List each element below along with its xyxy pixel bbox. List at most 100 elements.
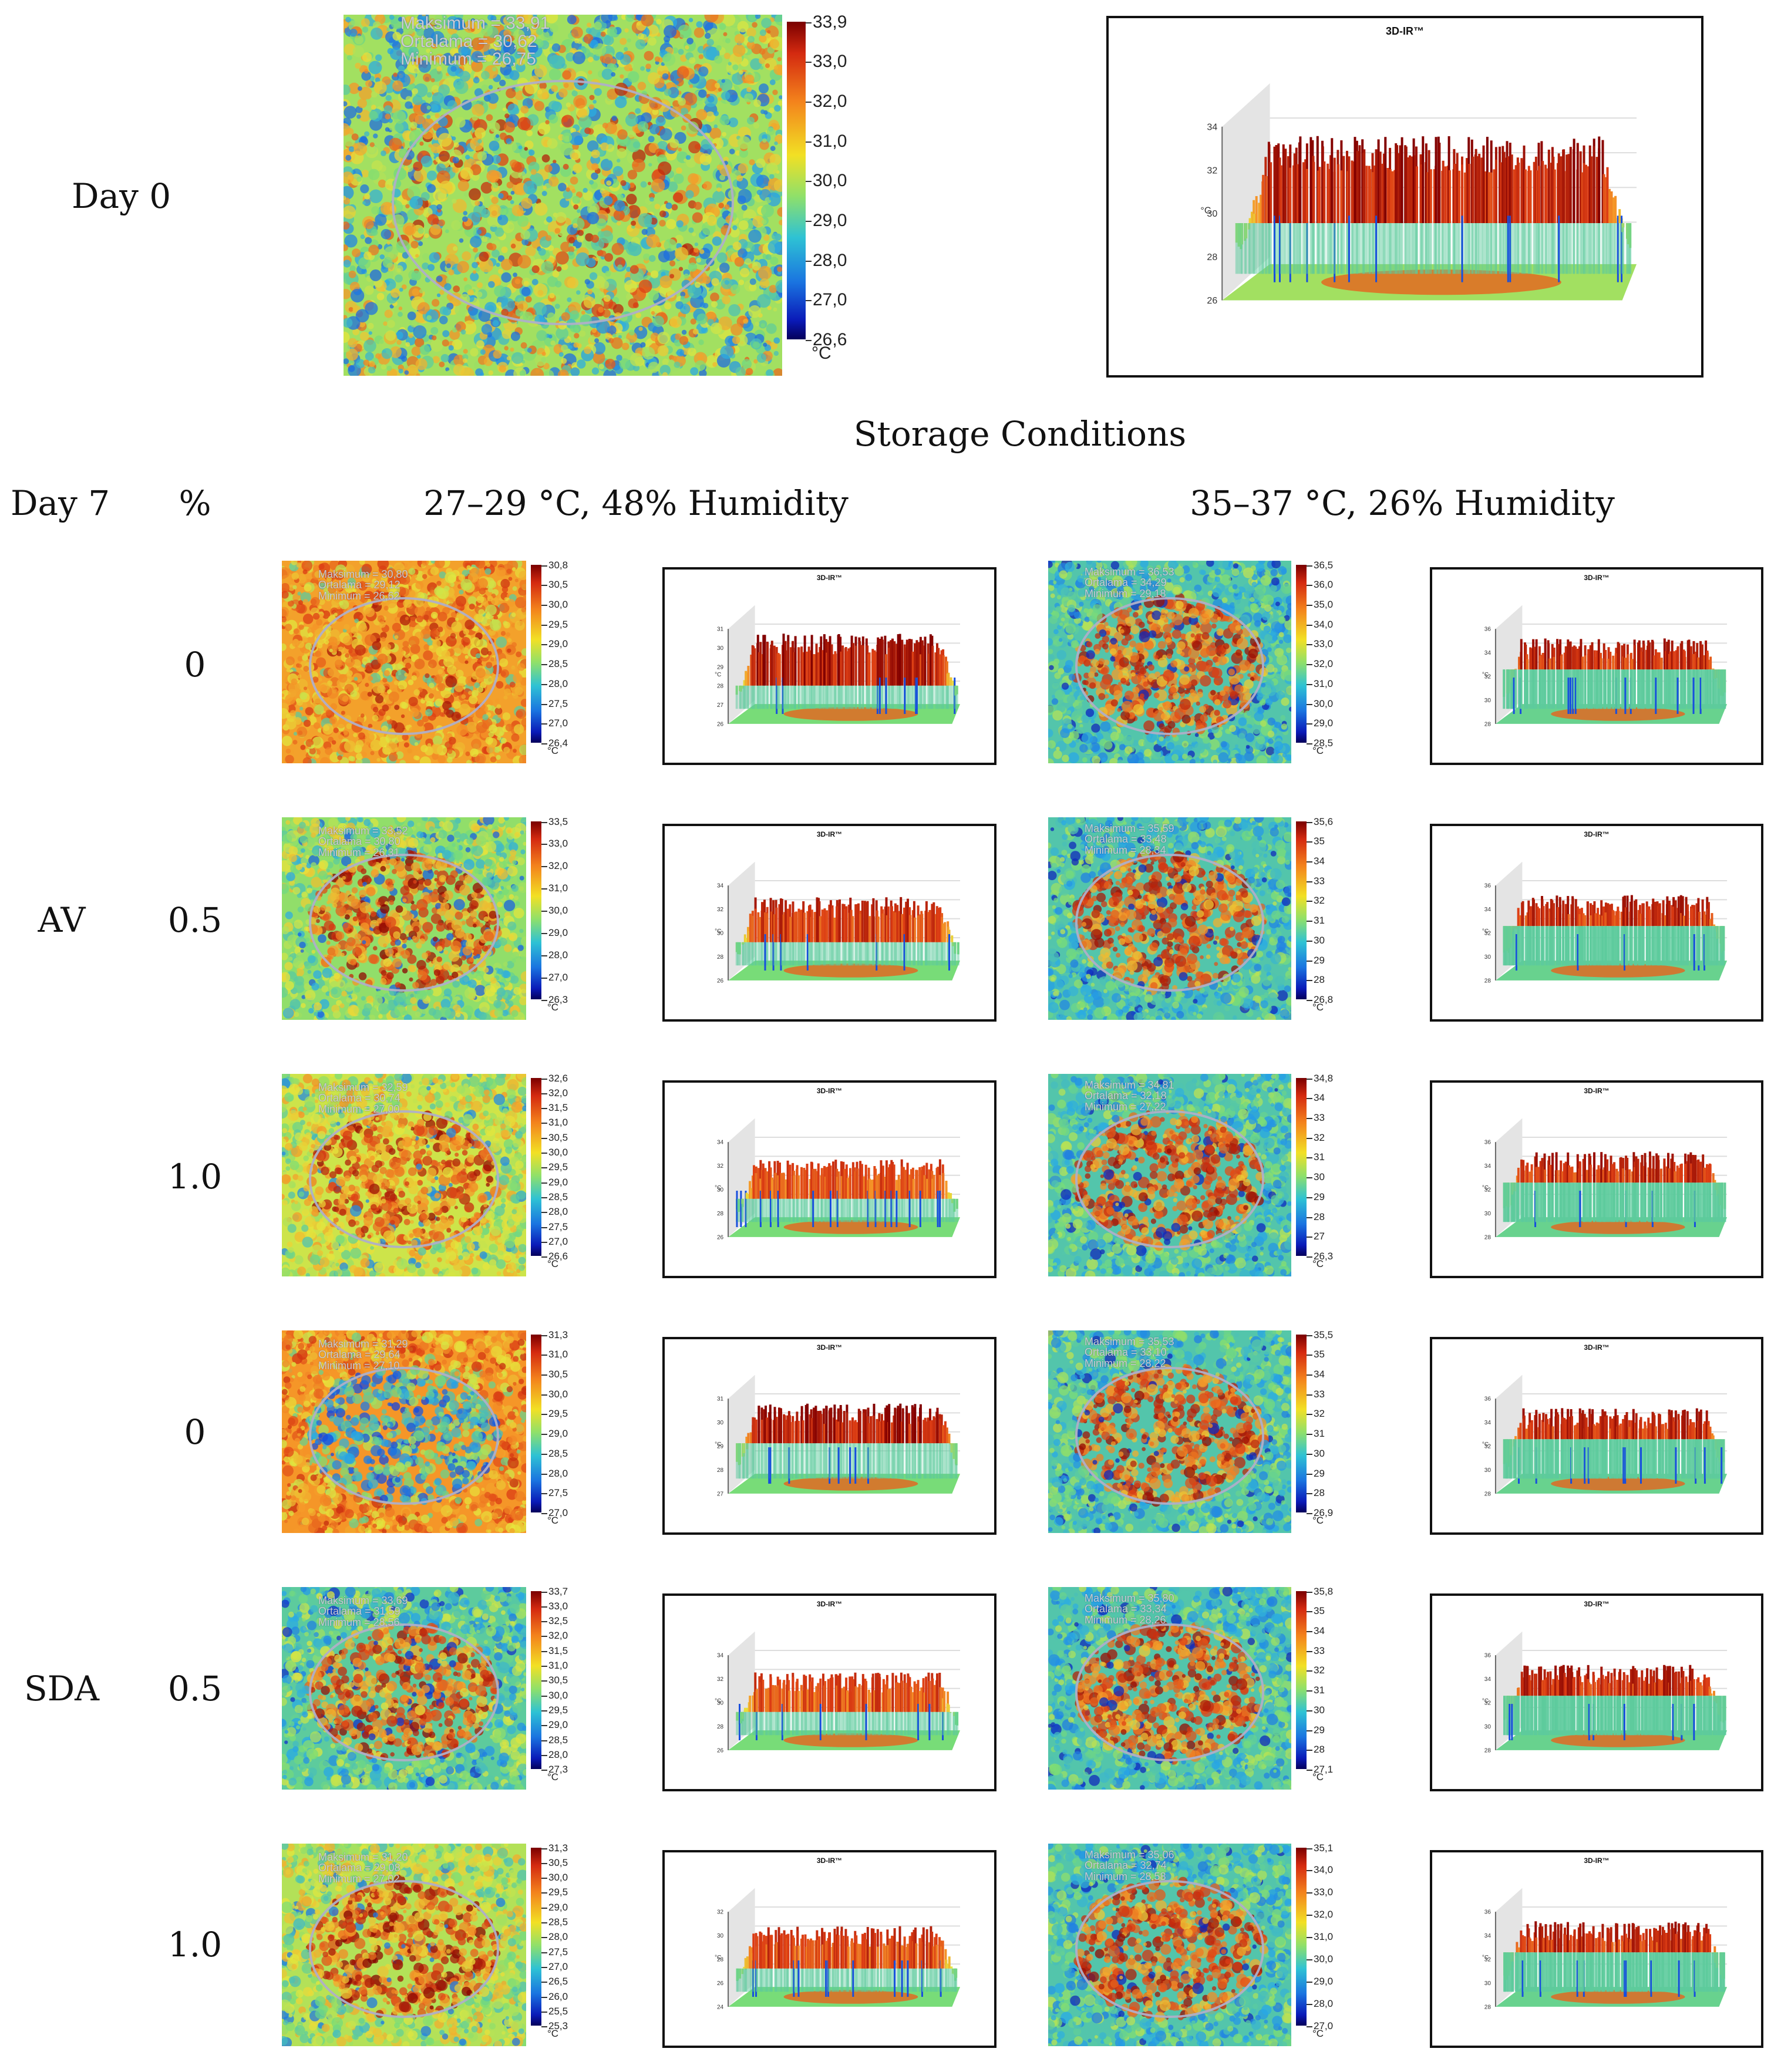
- scale-tick: 26,6: [541, 1251, 568, 1262]
- scale-tick: 29: [1307, 955, 1325, 966]
- stat-min: Minimum = 28,26: [1085, 1614, 1174, 1625]
- z-axis-tick: 34: [717, 1653, 724, 1659]
- stat-max: Maksimum = 33,69: [318, 1595, 408, 1606]
- scale-tick: 26,8: [1306, 994, 1333, 1006]
- z-axis-tick: 32: [717, 907, 724, 913]
- z-axis-tick: 34: [1484, 1163, 1492, 1170]
- scale-tick: 30: [1307, 1704, 1325, 1716]
- color-scale-ticks: 30,8 30,5 30,0 29,5 29,0 28,5 28,0 27,5 27,0 26,4: [541, 561, 584, 749]
- z-axis-tick: 32: [1484, 1187, 1492, 1193]
- scale-tick: 30,5: [541, 1675, 568, 1686]
- z-axis-tick: 30: [1484, 1980, 1492, 1987]
- row-percent-label: 0: [184, 1415, 206, 1449]
- thermal-image-cond1-row-4: Maksimum = 31,29 Ortalama = 29,64 Minimum …: [282, 1330, 584, 1533]
- stat-avg: Ortalama = 32,18: [1085, 1090, 1174, 1101]
- scale-tick: 35,1: [1306, 1844, 1333, 1854]
- scale-tick: 32: [1307, 895, 1325, 907]
- z-axis-tick: 30: [1484, 954, 1492, 961]
- day0-thermal-image: Maksimum = 33,91 Ortalama = 30,62 Minimum …: [344, 15, 872, 376]
- measurement-stats: Maksimum = 32,59 Ortalama = 30,74 Minimum …: [318, 1082, 408, 1114]
- z-axis-tick: 28: [717, 1724, 724, 1730]
- z-axis-tick: 30: [717, 930, 724, 936]
- roi-ellipse: [308, 1110, 500, 1248]
- scale-unit: °C: [1312, 1771, 1324, 1783]
- roi-ellipse: [308, 854, 500, 992]
- scale-tick: 33,0: [541, 1601, 568, 1612]
- plot-title: 3D-IR™: [665, 1600, 994, 1608]
- stat-min: Minimum = 28,56: [318, 1616, 408, 1628]
- z-axis-tick: 30: [1484, 698, 1492, 704]
- z-axis-tick: 27: [717, 702, 724, 709]
- z-axis-tick: 28: [717, 1467, 724, 1474]
- scale-tick: 30,8: [541, 561, 568, 571]
- z-axis-unit: °C: [715, 1955, 721, 1961]
- scale-unit: °C: [1312, 2028, 1324, 2040]
- scale-tick: 30: [1307, 935, 1325, 946]
- condition-1-header: 27–29 °C, 48% Humidity: [423, 486, 849, 520]
- scale-tick: 27,5: [541, 1487, 568, 1499]
- roi-ellipse: [308, 1880, 500, 2018]
- scale-tick: 26,5: [541, 1976, 568, 1987]
- stat-max: Maksimum = 31,20: [318, 1852, 408, 1863]
- scale-unit: °C: [1312, 1515, 1324, 1527]
- scale-tick: 33,7: [541, 1587, 568, 1598]
- scale-unit: °C: [547, 1515, 558, 1527]
- scale-tick: 28,0: [541, 1206, 568, 1218]
- plot-title: 3D-IR™: [665, 574, 994, 582]
- z-axis-tick: 32: [717, 1163, 724, 1170]
- scale-tick: 29: [1307, 1724, 1325, 1736]
- measurement-stats: Maksimum = 35,06 Ortalama = 32,74 Minimum …: [1085, 1849, 1174, 1882]
- scale-tick: 29,0: [805, 211, 847, 231]
- stat-max: Maksimum = 34,81: [1085, 1080, 1174, 1091]
- scale-tick: 31,3: [541, 1844, 568, 1854]
- plot-title: 3D-IR™: [1432, 830, 1761, 838]
- scale-tick: 30,0: [1306, 1953, 1333, 1965]
- scale-tick: 28,0: [541, 1749, 568, 1761]
- z-axis-tick: 34: [717, 883, 724, 890]
- thermal-image-cond1-row-2: Maksimum = 33,52 Ortalama = 30,80 Minimum …: [282, 817, 584, 1020]
- z-axis-tick: 32: [1207, 166, 1217, 176]
- surface-plot: 34 32 30 28 26 °C: [715, 1118, 960, 1241]
- stat-avg: Ortalama = 31,59: [318, 1606, 408, 1617]
- stat-min: Minimum = 28,22: [1085, 1357, 1174, 1369]
- z-axis-tick: 26: [717, 721, 724, 727]
- scale-tick: 30,0: [1306, 698, 1333, 710]
- 3d-plot-cond1-row-6: 3D-IR™ 32 30 28 26 24 °C: [662, 1850, 996, 2048]
- scale-tick: 32,0: [541, 860, 568, 872]
- scale-tick: 28,0: [541, 1468, 568, 1480]
- stat-min: Minimum = 26,75: [400, 50, 550, 69]
- z-axis-tick: 26: [717, 1980, 724, 1987]
- scale-tick: 30,5: [541, 1369, 568, 1380]
- z-axis-tick: 36: [1484, 626, 1492, 633]
- scale-tick: 30,0: [541, 1389, 568, 1400]
- stat-avg: Ortalama = 33,48: [1085, 834, 1174, 845]
- color-scale-ticks: 31,3 30,5 30,0 29,5 29,0 28,5 28,0 27,5 27,0 26,5…: [541, 1844, 584, 2031]
- day7-label: Day 7: [11, 486, 110, 520]
- plot-title: 3D-IR™: [665, 1857, 994, 1865]
- thermal-image-cond2-row-5: Maksimum = 35,80 Ortalama = 33,34 Minimum …: [1048, 1587, 1349, 1790]
- measurement-stats: Maksimum = 33,91 Ortalama = 30,62 Minimum …: [400, 15, 550, 69]
- color-scale-bar: [531, 1334, 541, 1513]
- stat-min: Minimum = 27,02: [318, 1873, 408, 1884]
- scale-tick: 30,0: [541, 1872, 568, 1884]
- color-scale-ticks: 31,3 31,0 30,5 30,0 29,5 29,0 28,5 28,0 27,5 27,0: [541, 1330, 584, 1518]
- scale-tick: 28: [1307, 974, 1325, 986]
- surface-plot: 31 30 29 28 27 26 °C: [715, 605, 960, 727]
- scale-tick: 27,0: [541, 1236, 568, 1248]
- stat-avg: Ortalama = 30,62: [400, 32, 550, 51]
- 3d-plot-cond1-row-1: 3D-IR™ 31 30 29 28 27 26 °C: [662, 567, 996, 765]
- scale-tick: 30: [1307, 1171, 1325, 1183]
- 3d-plot-cond2-row-6: 3D-IR™ 36 34 32 30 28 °C: [1430, 1850, 1763, 2048]
- stat-max: Maksimum = 33,91: [400, 15, 550, 33]
- scale-tick: 29,5: [541, 1161, 568, 1173]
- scale-tick: 29,0: [541, 1902, 568, 1913]
- scale-tick: 29,5: [541, 1408, 568, 1420]
- scale-tick: 28,0: [541, 949, 568, 961]
- color-scale-bar: [1296, 564, 1307, 743]
- scale-tick: 35,5: [1306, 1330, 1333, 1341]
- scale-tick: 34,0: [1306, 1864, 1333, 1876]
- z-axis-tick: 34: [717, 1140, 724, 1146]
- measurement-stats: Maksimum = 36,53 Ortalama = 34,29 Minimum …: [1085, 567, 1174, 599]
- plot-title: 3D-IR™: [1432, 1087, 1761, 1095]
- z-axis-tick: 34: [1207, 122, 1217, 132]
